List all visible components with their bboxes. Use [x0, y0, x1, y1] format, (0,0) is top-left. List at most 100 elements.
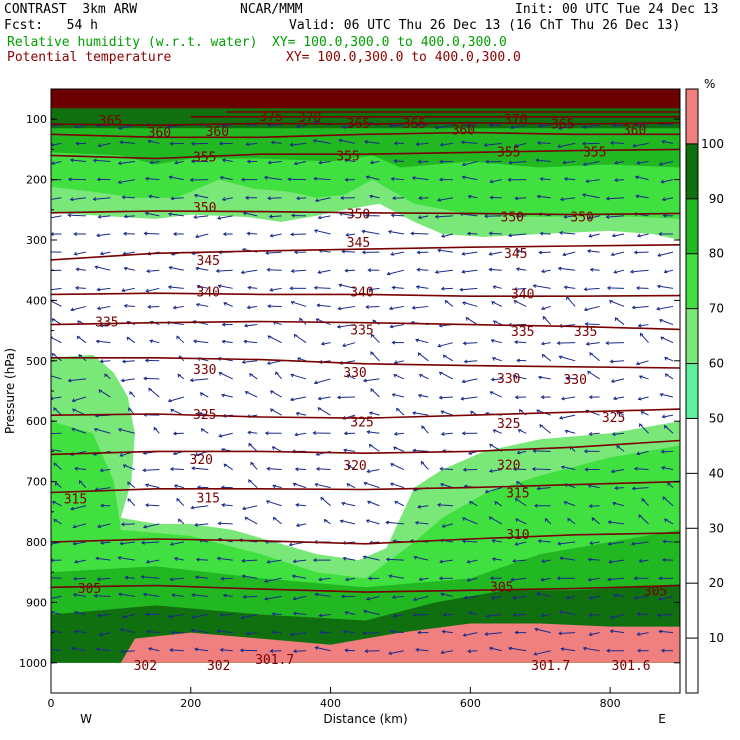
wind-arrowhead: [365, 175, 370, 180]
wind-arrowhead: [589, 352, 594, 356]
wind-arrowhead: [587, 215, 592, 220]
wind-vector: [442, 523, 453, 528]
wind-vector: [517, 450, 527, 454]
wind-arrowhead: [608, 559, 613, 564]
wind-arrowhead: [633, 595, 638, 600]
wind-arrowhead: [540, 341, 545, 346]
contour-label: 370: [298, 111, 321, 126]
wind-arrowhead: [588, 632, 593, 636]
wind-arrowhead: [178, 518, 182, 523]
wind-arrowhead: [292, 482, 297, 487]
wind-arrowhead: [389, 629, 394, 634]
wind-vector: [658, 595, 674, 601]
wind-arrowhead: [557, 144, 562, 148]
wind-arrowhead: [606, 285, 611, 290]
wind-vector: [318, 396, 331, 400]
wind-arrowhead: [416, 267, 421, 272]
wind-vector: [610, 142, 625, 144]
wind-arrowhead: [490, 377, 495, 382]
wind-arrowhead: [199, 392, 204, 396]
wind-arrowhead: [610, 469, 615, 473]
wind-vector: [290, 396, 307, 401]
wind-vector: [491, 378, 502, 381]
wind-arrowhead: [314, 592, 319, 597]
wind-vector: [246, 142, 258, 146]
wind-arrowhead: [53, 518, 58, 523]
contour-label: 360: [148, 126, 171, 141]
wind-vector: [242, 575, 258, 579]
wind-vector: [146, 269, 160, 272]
wind-vector: [492, 558, 502, 561]
wind-vector: [491, 301, 502, 307]
wind-arrowhead: [190, 159, 195, 164]
wind-vector: [342, 124, 356, 129]
wind-arrowhead: [123, 266, 128, 271]
init-time: Init: 00 UTC Tue 24 Dec 13: [515, 2, 719, 17]
wind-arrowhead: [67, 177, 72, 182]
wind-vector: [514, 300, 527, 307]
wind-arrowhead: [217, 215, 222, 220]
wind-vector: [51, 336, 62, 344]
wind-arrowhead: [51, 610, 54, 615]
wind-arrowhead: [535, 158, 540, 163]
wind-arrowhead: [319, 630, 324, 635]
wind-arrowhead: [492, 285, 497, 290]
wind-arrowhead: [289, 142, 294, 147]
wind-arrowhead: [412, 597, 417, 601]
wind-arrowhead: [223, 463, 228, 468]
wind-arrowhead: [516, 480, 520, 485]
y-tick-label: 500: [26, 355, 47, 368]
wind-vector: [418, 215, 429, 219]
wind-vector: [440, 483, 454, 489]
wind-vector: [343, 630, 356, 634]
wind-vector: [558, 124, 576, 130]
contour-label: 301.7: [531, 659, 570, 674]
colorbar-swatch: [686, 308, 698, 364]
contour-label: 345: [504, 247, 527, 262]
wind-vector: [72, 396, 87, 402]
wind-arrowhead: [588, 431, 593, 436]
contour-label: 301.6: [612, 659, 651, 674]
wind-vector: [147, 631, 160, 634]
wind-vector: [220, 649, 233, 652]
wind-arrowhead: [53, 407, 57, 411]
wind-vector: [168, 396, 184, 402]
wind-arrowhead: [362, 378, 367, 383]
wind-arrowhead: [584, 467, 589, 472]
wind-vector: [241, 613, 258, 619]
wind-vector: [590, 269, 600, 271]
wind-arrowhead: [631, 305, 636, 310]
wind-arrowhead: [410, 231, 415, 236]
wind-vector: [71, 305, 87, 311]
wind-arrowhead: [267, 335, 272, 340]
wind-vector: [588, 577, 600, 581]
wind-vector: [296, 197, 307, 199]
wind-arrowhead: [417, 352, 422, 357]
wind-vector: [663, 540, 674, 543]
wind-vector: [391, 251, 405, 256]
wind-arrowhead: [97, 143, 102, 148]
contour-label: 325: [497, 417, 520, 432]
wind-arrowhead: [489, 576, 494, 581]
wind-vector: [75, 287, 86, 289]
wind-vector: [486, 613, 502, 617]
wind-vector: [120, 541, 135, 545]
wind-arrowhead: [636, 612, 641, 617]
wind-arrowhead: [144, 358, 149, 363]
wind-vector: [392, 393, 405, 398]
wind-arrowhead: [170, 630, 175, 635]
wind-vector: [248, 479, 258, 489]
wind-arrowhead: [582, 646, 587, 651]
wind-vector: [71, 647, 87, 652]
wind-arrowhead: [344, 158, 349, 163]
wind-vector: [337, 324, 356, 328]
wind-vector: [196, 558, 209, 561]
wind-vector: [246, 123, 258, 126]
wind-arrowhead: [540, 395, 545, 400]
wind-arrowhead: [267, 160, 272, 165]
wind-vector: [292, 575, 307, 579]
wind-vector: [515, 541, 527, 546]
wind-arrowhead: [614, 317, 619, 321]
wind-arrowhead: [168, 175, 173, 180]
wind-vector: [296, 523, 307, 527]
